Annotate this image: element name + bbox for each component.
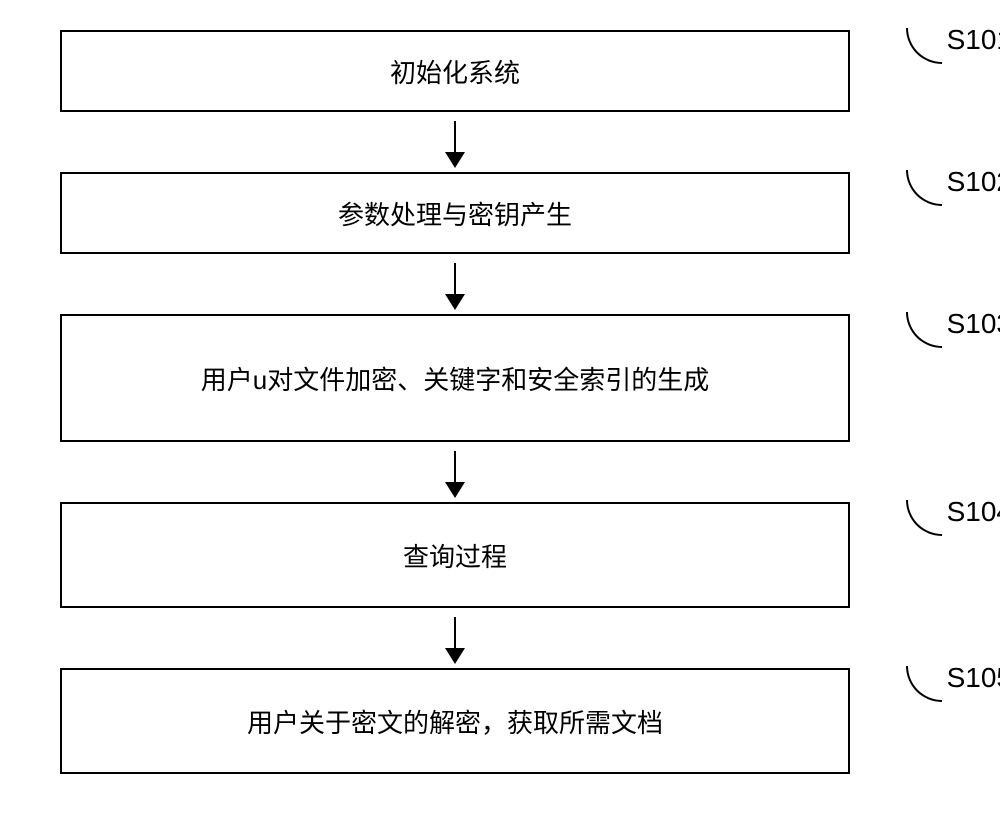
step-label: S101 [947,24,1000,56]
flowchart-step: 用户关于密文的解密，获取所需文档 S105 [60,668,940,774]
step-label: S105 [947,662,1000,694]
step-box-4: 查询过程 [60,502,850,608]
step-text: 用户关于密文的解密，获取所需文档 [247,703,663,740]
flowchart-step: 用户u对文件加密、关键字和安全索引的生成 S103 [60,314,940,442]
step-box-2: 参数处理与密钥产生 [60,172,850,254]
arrow [60,254,850,314]
notch-decoration [906,312,942,348]
step-label: S102 [947,166,1000,198]
flowchart-step: 初始化系统 S101 [60,30,940,112]
step-box-3: 用户u对文件加密、关键字和安全索引的生成 [60,314,850,442]
step-label: S103 [947,308,1000,340]
step-label: S104 [947,496,1000,528]
arrow-head-icon [445,294,465,310]
flowchart-step: 参数处理与密钥产生 S102 [60,172,940,254]
arrow-head-icon [445,648,465,664]
step-text: 参数处理与密钥产生 [338,195,572,232]
notch-decoration [906,170,942,206]
arrow [60,608,850,668]
step-box-5: 用户关于密文的解密，获取所需文档 [60,668,850,774]
step-text: 查询过程 [403,537,507,574]
flowchart-container: 初始化系统 S101 参数处理与密钥产生 S102 用户u对文件加密、关键字和安… [60,30,940,774]
arrow-head-icon [445,152,465,168]
notch-decoration [906,666,942,702]
arrow [60,112,850,172]
step-box-1: 初始化系统 [60,30,850,112]
arrow [60,442,850,502]
step-text: 初始化系统 [390,53,520,90]
flowchart-step: 查询过程 S104 [60,502,940,608]
notch-decoration [906,500,942,536]
arrow-head-icon [445,482,465,498]
step-text: 用户u对文件加密、关键字和安全索引的生成 [201,360,709,397]
notch-decoration [906,28,942,64]
